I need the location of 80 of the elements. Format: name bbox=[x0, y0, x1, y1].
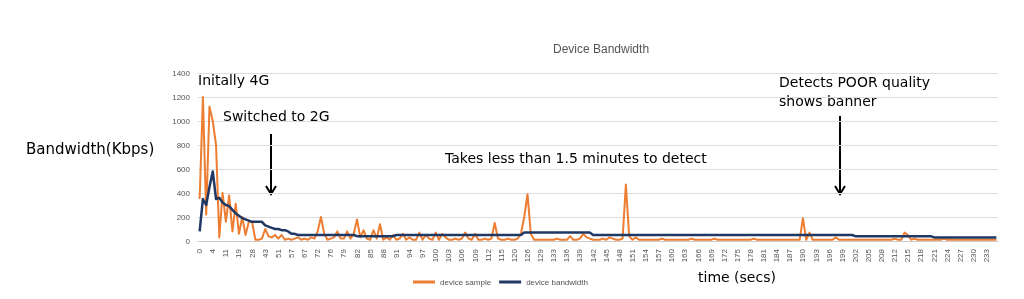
x-tick-label: 154 bbox=[641, 248, 651, 263]
x-tick-label: 193 bbox=[811, 248, 821, 263]
annotation: Detects POOR quality shows banner bbox=[779, 73, 930, 109]
y-tick-label: 1200 bbox=[172, 92, 191, 102]
x-tick-label: 103 bbox=[444, 248, 454, 263]
legend-label: device sample bbox=[440, 277, 492, 287]
x-tick-label: 190 bbox=[798, 248, 808, 263]
line-series bbox=[198, 170, 998, 239]
x-tick-label: 112 bbox=[483, 248, 493, 262]
x-tick-label: 196 bbox=[824, 248, 834, 263]
y-tick-label: 1400 bbox=[172, 68, 191, 78]
x-tick-label: 28 bbox=[247, 248, 257, 258]
x-tick-label: 205 bbox=[863, 248, 873, 263]
x-tick-label: 145 bbox=[601, 248, 611, 263]
y-tick-label: 200 bbox=[176, 212, 191, 222]
x-tick-label: 120 bbox=[509, 248, 519, 263]
x-tick-label: 221 bbox=[929, 248, 939, 263]
x-tick-label: 181 bbox=[759, 248, 769, 263]
x-tick-label: 163 bbox=[680, 248, 690, 263]
annotation: Takes less than 1.5 minutes to detect bbox=[444, 149, 708, 166]
x-tick-label: 157 bbox=[654, 248, 664, 263]
x-tick-label: 133 bbox=[549, 248, 559, 263]
line-series bbox=[198, 96, 998, 241]
x-tick-label: 43 bbox=[260, 248, 270, 258]
x-tick-label: 19 bbox=[234, 248, 244, 258]
x-tick-label: 148 bbox=[614, 248, 624, 263]
x-tick-label: 212 bbox=[890, 248, 900, 263]
x-tick-label: 169 bbox=[706, 248, 716, 263]
y-tick-label: 600 bbox=[176, 164, 191, 174]
x-tick-label: 224 bbox=[942, 248, 952, 263]
x-tick-label: 115 bbox=[496, 248, 506, 262]
x-tick-label: 88 bbox=[378, 248, 388, 258]
y-tick-label: 1000 bbox=[172, 116, 191, 126]
x-tick-label: 160 bbox=[667, 248, 677, 263]
x-tick-label: 97 bbox=[418, 248, 428, 258]
x-tick-label: 151 bbox=[627, 248, 637, 263]
x-tick-label: 139 bbox=[575, 248, 585, 263]
x-tick-label: 57 bbox=[286, 248, 296, 258]
chart-title: Device Bandwidth bbox=[553, 42, 650, 56]
y-tick-label: 0 bbox=[185, 236, 191, 246]
x-tick-label: 142 bbox=[588, 248, 598, 263]
x-tick-label: 166 bbox=[693, 248, 703, 263]
x-tick-label: 136 bbox=[562, 248, 572, 263]
x-tick-label: 175 bbox=[732, 248, 742, 263]
x-tick-label: 11 bbox=[221, 248, 231, 258]
x-tick-label: 227 bbox=[955, 248, 965, 263]
x-tick-label: 109 bbox=[470, 248, 480, 263]
x-tick-label: 85 bbox=[365, 248, 375, 258]
legend-label: device bandwidth bbox=[526, 277, 588, 287]
x-tick-label: 91 bbox=[391, 248, 401, 258]
x-tick-label: 208 bbox=[877, 248, 887, 263]
x-tick-label: 4 bbox=[208, 248, 218, 254]
x-tick-label: 76 bbox=[326, 248, 336, 258]
x-tick-label: 184 bbox=[772, 248, 782, 263]
y-axis-title: Bandwidth(Kbps) bbox=[26, 139, 155, 158]
x-tick-label: 72 bbox=[313, 248, 323, 258]
x-tick-label: 199 bbox=[837, 248, 847, 263]
x-tick-label: 202 bbox=[850, 248, 860, 263]
y-tick-label: 800 bbox=[176, 140, 191, 150]
x-tick-label: 215 bbox=[903, 248, 913, 263]
x-tick-label: 187 bbox=[785, 248, 795, 263]
x-tick-label: 51 bbox=[273, 248, 283, 258]
annotation: Switched to 2G bbox=[223, 107, 330, 124]
x-tick-label: 67 bbox=[300, 248, 310, 258]
x-tick-label: 230 bbox=[968, 248, 978, 263]
x-tick-label: 178 bbox=[745, 248, 755, 263]
x-tick-label: 79 bbox=[339, 248, 349, 258]
annotation: Initally 4G bbox=[198, 71, 270, 88]
x-axis-title: time (secs) bbox=[698, 269, 776, 285]
y-tick-label: 400 bbox=[176, 188, 191, 198]
x-tick-label: 233 bbox=[982, 248, 992, 263]
x-tick-label: 172 bbox=[719, 248, 729, 263]
x-tick-label: 129 bbox=[536, 248, 546, 263]
x-tick-label: 126 bbox=[523, 248, 533, 263]
x-tick-label: 94 bbox=[404, 248, 414, 258]
x-tick-label: 106 bbox=[457, 248, 467, 263]
x-tick-label: 100 bbox=[431, 248, 441, 263]
x-tick-label: 82 bbox=[352, 248, 362, 258]
x-tick-label: 0 bbox=[195, 248, 205, 254]
x-tick-label: 218 bbox=[916, 248, 926, 263]
